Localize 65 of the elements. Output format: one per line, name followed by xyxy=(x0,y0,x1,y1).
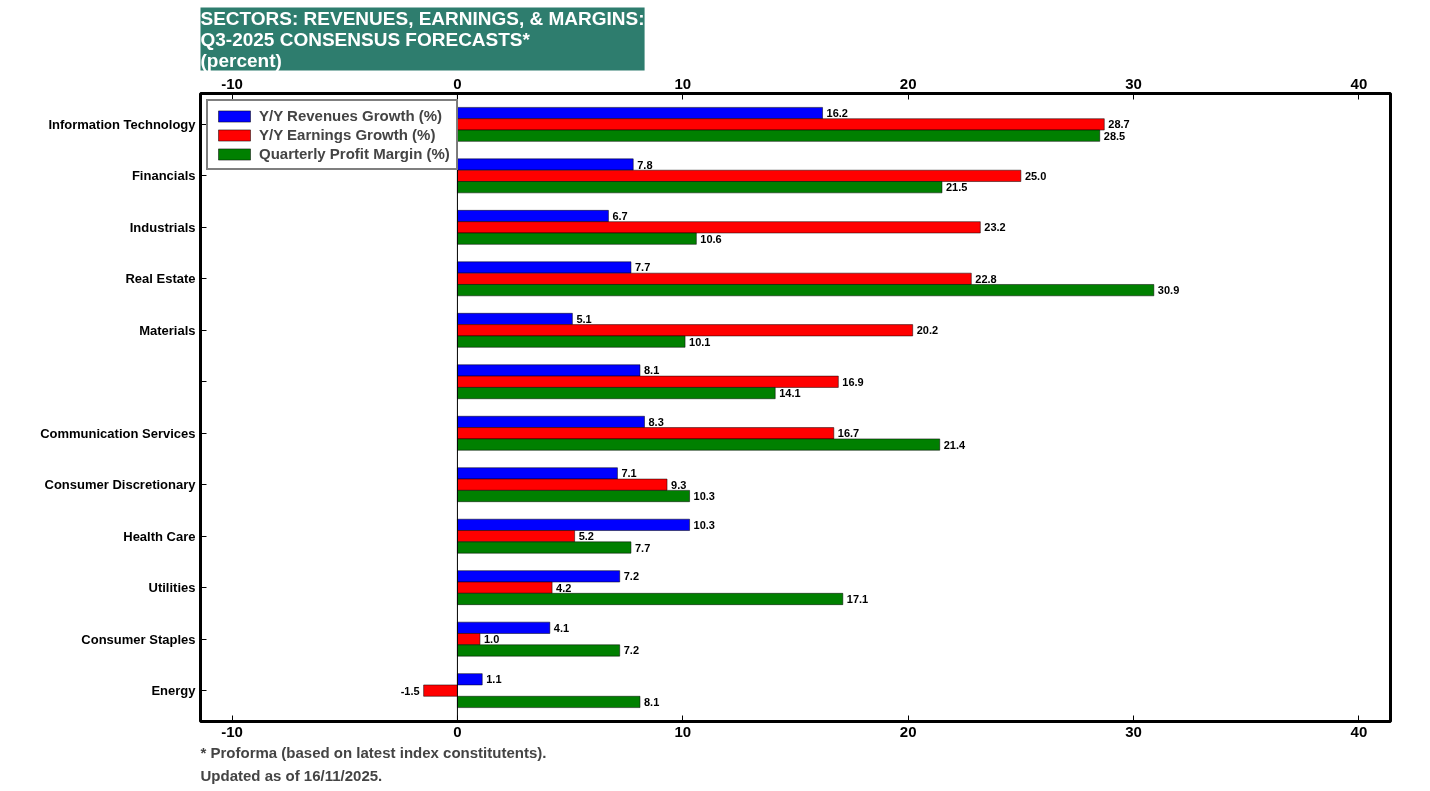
text: 7.2 xyxy=(623,644,639,657)
text: 7.1 xyxy=(621,467,637,480)
y-tick-label: Communication Services xyxy=(40,425,196,441)
text: -1.5 xyxy=(400,684,420,697)
x2-tick-label: 10 xyxy=(674,74,692,92)
text: 1.0 xyxy=(483,633,500,646)
x-tick-label: -10 xyxy=(221,722,243,740)
y-tick-label: Financials xyxy=(131,168,196,184)
text: 10.6 xyxy=(700,232,722,245)
text: 28.7 xyxy=(1108,118,1130,131)
text: 10.3 xyxy=(693,490,715,503)
x-tick-label: 40 xyxy=(1350,722,1368,740)
text: 8.3 xyxy=(648,415,664,428)
text: 25.0 xyxy=(1024,169,1047,182)
x2-tick-label: 20 xyxy=(899,74,917,92)
text: 7.7 xyxy=(634,261,651,274)
text: 8.1 xyxy=(643,364,660,377)
y-tick-label: Materials xyxy=(139,322,196,338)
x-tick-label: 10 xyxy=(674,722,692,740)
y-tick-label: Consumer Discretionary xyxy=(44,477,197,493)
text: 5.1 xyxy=(576,312,592,325)
legend-label: Y/Y Revenues Growth (%) xyxy=(259,107,443,124)
text: 6.7 xyxy=(612,210,628,223)
legend-label: Quarterly Profit Margin (%) xyxy=(259,145,450,162)
chart-title: SECTORS: REVENUES, EARNINGS, & MARGINS: Q3-2025 CONSENSUS FORECASTS* (percent) xyxy=(200,7,645,71)
text: 7.7 xyxy=(634,541,651,554)
y-tick-label: Consumer Staples xyxy=(81,631,196,647)
text: 5.2 xyxy=(578,530,594,543)
y-tick-label: Industrials xyxy=(129,219,196,235)
text: 21.5 xyxy=(946,181,968,194)
x-tick-label: 0 xyxy=(453,722,462,740)
y-tick-label: Utilities xyxy=(148,580,196,596)
y-tick-label: Information Technology xyxy=(48,116,197,132)
text: * Proforma (based on latest index constitutents). xyxy=(200,743,547,761)
text: 23.2 xyxy=(984,221,1006,234)
text: 10.3 xyxy=(693,518,715,531)
text: 28.5 xyxy=(1103,129,1126,142)
text: 16.7 xyxy=(837,427,860,440)
text: 14.1 xyxy=(779,387,801,400)
y-tick-label: Real Estate xyxy=(125,271,196,287)
y-tick-label: Energy xyxy=(151,683,197,699)
y-tick-label: Health Care xyxy=(123,528,196,544)
text: 9.3 xyxy=(671,478,687,491)
text: 16.9 xyxy=(842,375,864,388)
text: 20.2 xyxy=(916,324,939,337)
legend-label: Y/Y Earnings Growth (%) xyxy=(259,126,436,143)
text: 8.1 xyxy=(643,695,660,708)
text: 30.9 xyxy=(1157,284,1180,297)
text: Updated as of 16/11/2025. xyxy=(200,766,383,784)
text: 22.8 xyxy=(975,272,997,285)
text: 7.2 xyxy=(623,570,639,583)
text: 17.1 xyxy=(846,592,869,605)
text: 4.1 xyxy=(553,621,570,634)
x2-tick-label: 30 xyxy=(1125,74,1142,92)
text: 1.1 xyxy=(486,673,502,686)
text: 21.4 xyxy=(943,438,966,451)
x-tick-label: 20 xyxy=(899,722,917,740)
x-tick-label: 30 xyxy=(1125,722,1142,740)
x2-tick-label: 40 xyxy=(1350,74,1368,92)
text: 7.8 xyxy=(637,158,653,171)
x2-tick-label: 0 xyxy=(453,74,462,92)
text: 10.1 xyxy=(689,335,711,348)
text: 16.2 xyxy=(826,107,848,120)
text: 4.2 xyxy=(556,581,572,594)
x2-tick-label: -10 xyxy=(221,74,243,92)
